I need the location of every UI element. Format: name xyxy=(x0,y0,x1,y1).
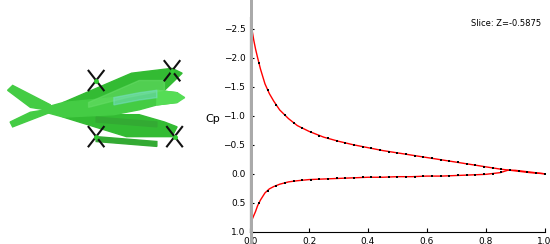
Polygon shape xyxy=(96,117,157,127)
Polygon shape xyxy=(157,90,185,105)
Polygon shape xyxy=(10,110,51,127)
Text: Slice: Z=-0.5875: Slice: Z=-0.5875 xyxy=(471,19,542,28)
Polygon shape xyxy=(96,137,157,146)
Polygon shape xyxy=(63,159,253,244)
Polygon shape xyxy=(46,90,182,117)
Polygon shape xyxy=(63,68,182,137)
Y-axis label: Cp: Cp xyxy=(205,114,220,124)
Polygon shape xyxy=(114,90,157,105)
Polygon shape xyxy=(8,85,51,110)
Polygon shape xyxy=(89,81,164,107)
